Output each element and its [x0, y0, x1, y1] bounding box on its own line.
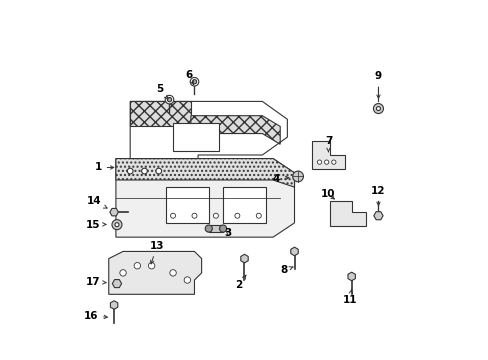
Text: 11: 11	[342, 289, 356, 305]
Circle shape	[190, 77, 198, 86]
Polygon shape	[329, 202, 365, 226]
Polygon shape	[290, 247, 298, 256]
Text: 15: 15	[85, 220, 106, 230]
Bar	[208, 225, 223, 232]
Polygon shape	[116, 158, 294, 187]
Text: 8: 8	[280, 265, 292, 275]
Polygon shape	[110, 208, 118, 216]
Circle shape	[317, 160, 321, 164]
Text: 7: 7	[324, 136, 331, 152]
Circle shape	[192, 80, 196, 84]
Polygon shape	[240, 254, 248, 263]
Circle shape	[213, 213, 218, 218]
Text: 6: 6	[185, 69, 193, 85]
Circle shape	[167, 98, 171, 102]
Bar	[165, 187, 208, 223]
Circle shape	[170, 213, 175, 218]
Circle shape	[256, 213, 261, 218]
Circle shape	[234, 213, 240, 218]
Text: 12: 12	[370, 186, 385, 206]
Polygon shape	[312, 141, 344, 169]
Polygon shape	[116, 158, 294, 237]
Circle shape	[115, 222, 119, 227]
Text: 2: 2	[235, 275, 245, 291]
Polygon shape	[347, 272, 355, 281]
Text: 17: 17	[85, 277, 106, 287]
Text: 1: 1	[94, 162, 114, 172]
Text: 9: 9	[374, 71, 381, 98]
Circle shape	[331, 160, 335, 164]
Text: 3: 3	[224, 228, 232, 238]
Circle shape	[205, 225, 212, 232]
Circle shape	[165, 95, 173, 104]
Text: 14: 14	[86, 197, 107, 208]
Polygon shape	[112, 280, 122, 288]
Circle shape	[192, 213, 197, 218]
Circle shape	[373, 104, 383, 113]
Circle shape	[376, 107, 380, 111]
Polygon shape	[130, 102, 190, 126]
Circle shape	[142, 168, 147, 174]
Polygon shape	[110, 301, 118, 309]
Circle shape	[120, 270, 126, 276]
Circle shape	[324, 160, 328, 164]
Text: 16: 16	[83, 311, 107, 321]
Circle shape	[127, 168, 133, 174]
Circle shape	[156, 168, 162, 174]
Circle shape	[184, 277, 190, 283]
Text: 5: 5	[156, 84, 167, 99]
Bar	[223, 187, 265, 223]
Circle shape	[112, 220, 122, 230]
Text: 13: 13	[149, 241, 164, 264]
Text: 10: 10	[321, 189, 335, 199]
Circle shape	[169, 270, 176, 276]
Circle shape	[148, 262, 155, 269]
Circle shape	[219, 225, 226, 232]
Text: 4: 4	[272, 174, 288, 184]
Bar	[173, 123, 219, 152]
Polygon shape	[373, 212, 382, 220]
Polygon shape	[108, 251, 201, 294]
Circle shape	[292, 171, 303, 182]
Polygon shape	[190, 116, 280, 144]
Circle shape	[134, 262, 140, 269]
